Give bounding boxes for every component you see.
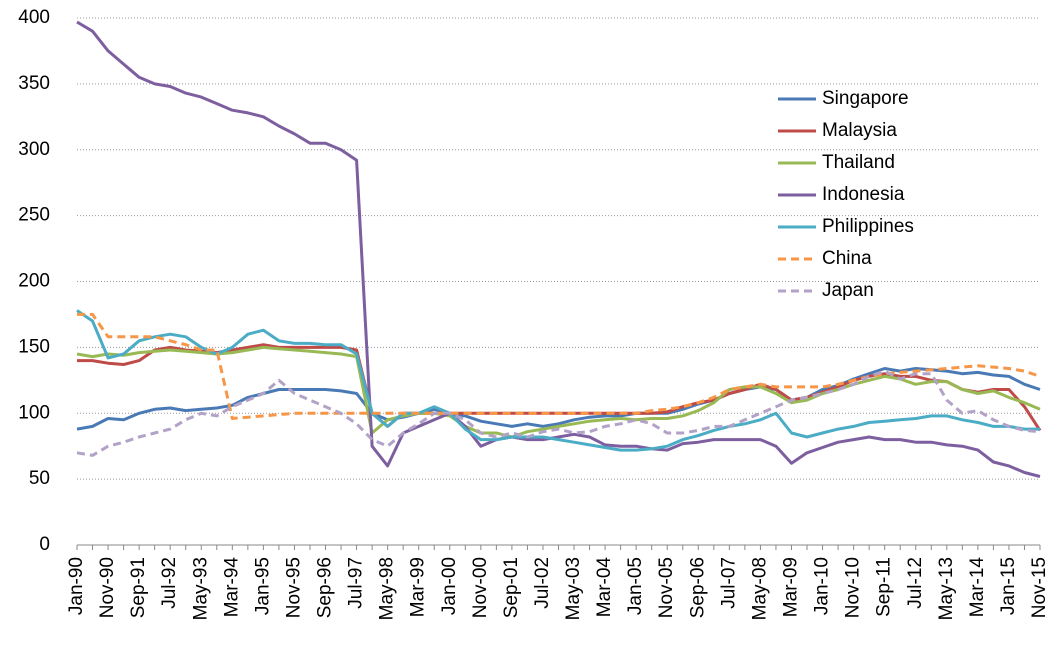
x-tick-label: Nov-95 [283,557,304,618]
x-tick-label: Jul-12 [905,557,926,609]
series-line [76,369,1041,457]
y-tick-label: 50 [29,468,50,489]
series-line [76,367,1041,431]
x-tick-label: Nov-00 [470,557,491,618]
x-tick-label: Jan-90 [66,557,87,615]
y-tick-label: 400 [18,7,50,28]
y-tick-label: 100 [18,402,50,423]
x-tick-label: May-03 [563,557,584,620]
legend-label: Philippines [822,216,914,237]
x-tick-label: Sep-01 [501,557,522,618]
series-line [77,343,1042,432]
x-tick-label: Nov-10 [843,557,864,618]
x-tick-label: Sep-06 [687,557,708,618]
x-tick-label: Jan-05 [625,557,646,615]
legend-label: Thailand [822,152,895,173]
x-tick-label: Jan-15 [998,557,1019,615]
x-tick-label: May-98 [377,557,398,620]
x-tick-label: Jul-07 [718,557,739,609]
x-tick-label: Mar-99 [408,557,429,617]
legend-label: China [822,248,872,269]
x-tick-label: Nov-15 [1029,557,1050,618]
legend-label: Japan [822,280,874,301]
y-tick-label: 300 [18,139,50,160]
x-tick-label: Mar-04 [594,557,615,618]
y-tick-label: 250 [18,205,50,226]
x-tick-label: Sep-11 [874,557,895,617]
x-tick-label: Jan-10 [812,557,833,615]
series-line [77,312,1041,420]
x-tick-label: May-93 [190,557,211,620]
x-tick-label: Sep-91 [128,557,149,618]
series-line [76,345,1041,439]
x-tick-label: Jan-95 [252,557,273,615]
legend-label: Singapore [822,88,909,109]
legend-label: Indonesia [822,184,905,205]
x-tick-label: Nov-05 [656,557,677,618]
x-tick-label: Sep-96 [315,557,336,618]
x-tick-label: Nov-90 [97,557,118,618]
series-line [76,20,1041,478]
y-tick-label: 350 [18,73,50,94]
y-tick-label: 200 [18,271,50,292]
series-line [76,309,1040,452]
x-tick-label: Jul-02 [532,557,553,609]
x-tick-label: Jul-97 [346,557,367,609]
y-tick-label: 150 [18,336,50,357]
x-tick-label: Mar-14 [967,557,988,618]
x-tick-label: Jan-00 [439,557,460,615]
legend-label: Malaysia [822,120,897,141]
x-tick-label: Jul-92 [159,557,180,609]
x-tick-label: May-08 [749,557,770,620]
x-tick-label: Mar-09 [780,557,801,617]
x-tick-label: Mar-94 [221,557,242,618]
x-tick-label: May-13 [936,557,957,620]
y-tick-label: 0 [39,534,50,555]
